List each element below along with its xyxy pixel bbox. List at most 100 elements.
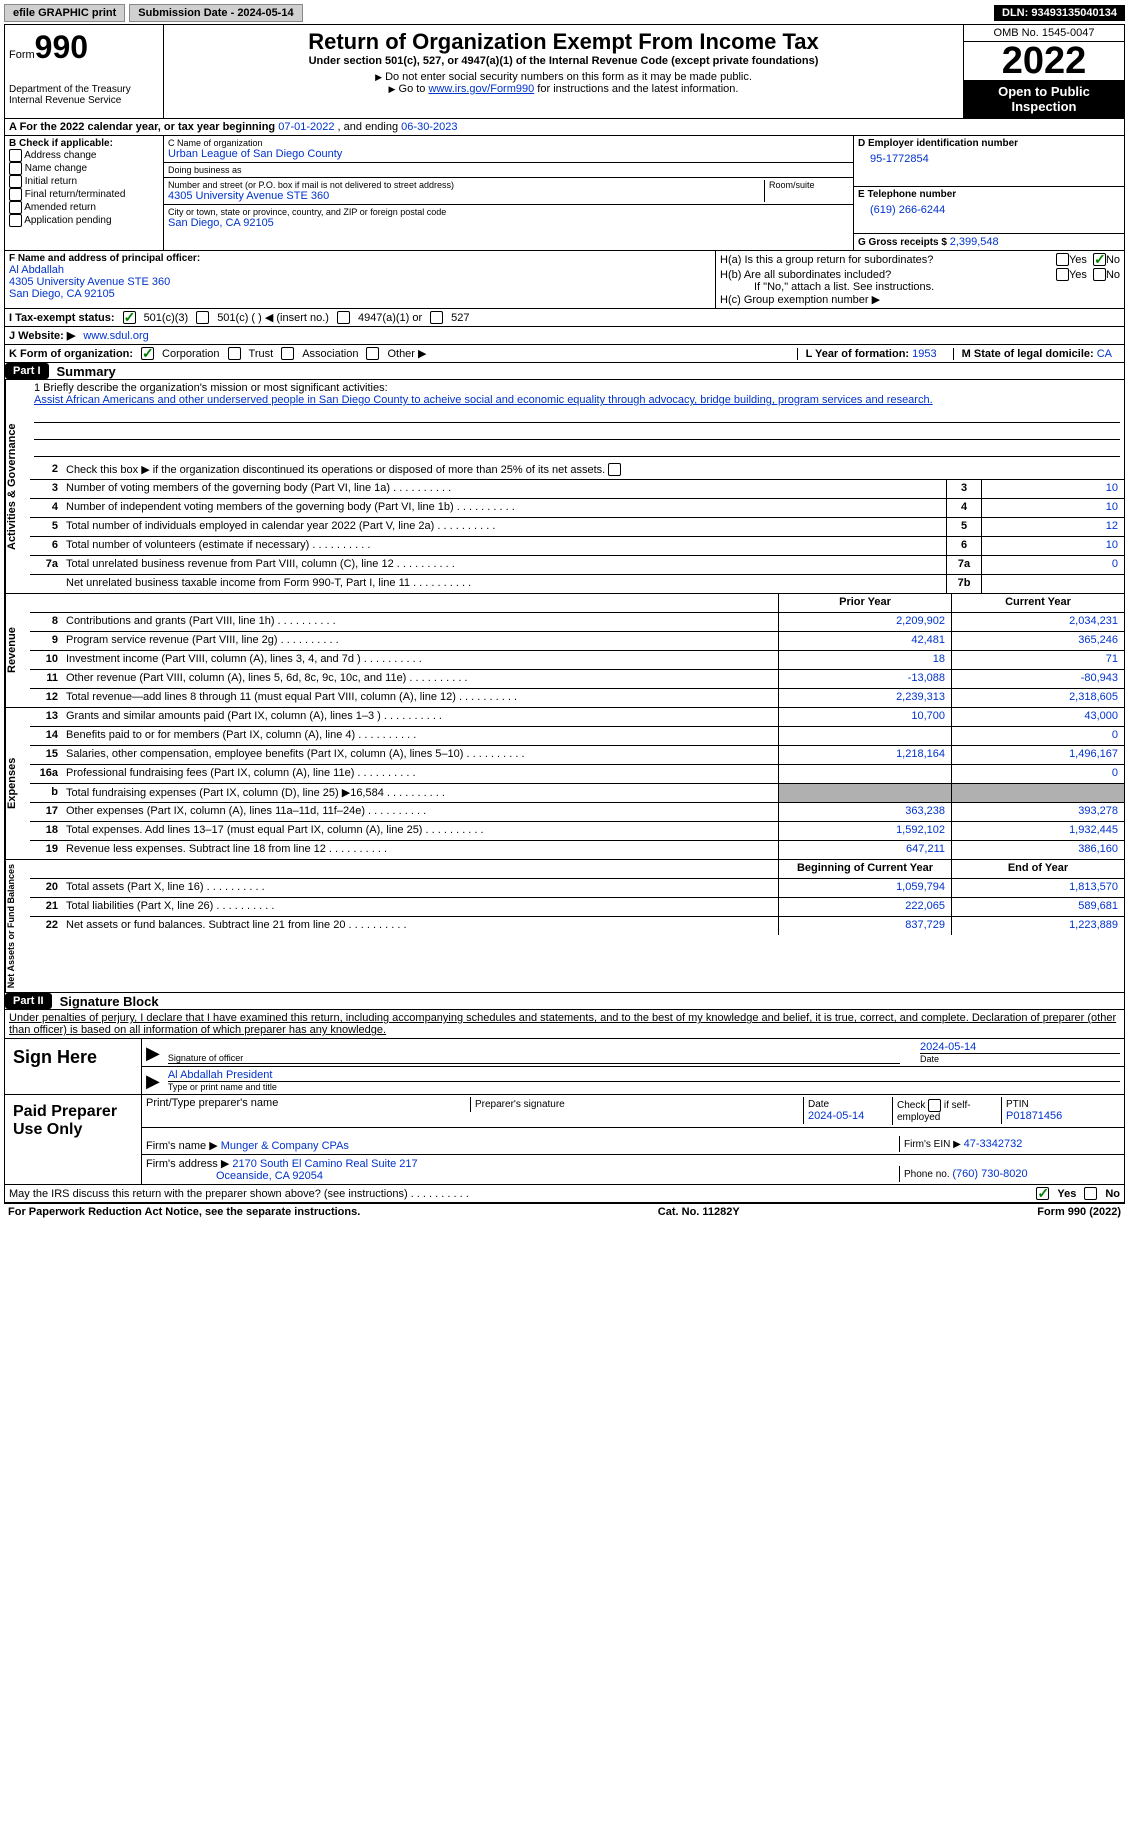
colb-checkbox[interactable] [9, 149, 22, 162]
501c-checkbox[interactable] [196, 311, 209, 324]
col-b: B Check if applicable: Address change Na… [5, 136, 164, 250]
efile-button[interactable]: efile GRAPHIC print [4, 4, 125, 22]
part-1-header: Part I Summary [4, 363, 1125, 380]
summary-row: 19Revenue less expenses. Subtract line 1… [30, 841, 1124, 859]
governance-side-label: Activities & Governance [5, 380, 30, 593]
self-employed-checkbox[interactable] [928, 1099, 941, 1112]
527-checkbox[interactable] [430, 311, 443, 324]
dba-label: Doing business as [168, 165, 849, 175]
street-label: Number and street (or P.O. box if mail i… [168, 180, 764, 190]
row-a-label: A For the 2022 calendar year, or tax yea… [9, 121, 278, 133]
row-klm: K Form of organization: Corporation Trus… [4, 345, 1125, 363]
assoc-checkbox[interactable] [281, 347, 294, 360]
colb-item: Name change [9, 162, 159, 175]
line-2-checkbox[interactable] [608, 463, 621, 476]
col-h: H(a) Is this a group return for subordin… [715, 251, 1124, 308]
colb-checkbox[interactable] [9, 175, 22, 188]
part-2-title: Signature Block [60, 994, 159, 1009]
signer-name-label: Type or print name and title [168, 1081, 1120, 1092]
col-f: F Name and address of principal officer:… [5, 251, 715, 308]
summary-row: bTotal fundraising expenses (Part IX, co… [30, 784, 1124, 803]
officer-addr2: San Diego, CA 92105 [9, 288, 711, 300]
sign-here-block: Sign Here ▶ Signature of officer 2024-05… [4, 1039, 1125, 1095]
ptin-value: P01871456 [1006, 1110, 1062, 1122]
colb-checkbox[interactable] [9, 214, 22, 227]
summary-row: 20Total assets (Part X, line 16)1,059,79… [30, 879, 1124, 898]
other-checkbox[interactable] [366, 347, 379, 360]
col-d: D Employer identification number 95-1772… [853, 136, 1124, 250]
org-name-label: C Name of organization [168, 138, 849, 148]
summary-row: 13Grants and similar amounts paid (Part … [30, 708, 1124, 727]
501c3-checkbox[interactable] [123, 311, 136, 324]
governance-section: Activities & Governance 1 Briefly descri… [4, 380, 1125, 594]
firm-addr1: 2170 South El Camino Real Suite 217 [232, 1158, 417, 1170]
row-i: I Tax-exempt status: 501(c)(3) 501(c) ( … [4, 308, 1125, 327]
expenses-side-label: Expenses [5, 708, 30, 859]
note-goto-a: Go to [399, 83, 429, 95]
submission-date-button[interactable]: Submission Date - 2024-05-14 [129, 4, 302, 22]
year-end: 06-30-2023 [401, 121, 457, 133]
col-c: C Name of organization Urban League of S… [164, 136, 853, 250]
ha-no-checkbox[interactable] [1093, 253, 1106, 266]
self-employed-label: Check if self-employed [892, 1097, 1001, 1125]
summary-row: 14Benefits paid to or for members (Part … [30, 727, 1124, 746]
form-number: 990 [35, 29, 88, 65]
summary-row: 7aTotal unrelated business revenue from … [30, 556, 1124, 575]
row-k-label: K Form of organization: [9, 348, 133, 360]
dln-label: DLN: 93493135040134 [994, 5, 1125, 21]
colb-checkbox[interactable] [9, 201, 22, 214]
summary-row: 11Other revenue (Part VIII, column (A), … [30, 670, 1124, 689]
prior-year-header: Prior Year [778, 594, 951, 612]
part-1-badge: Part I [5, 363, 49, 379]
ha-yes-checkbox[interactable] [1056, 253, 1069, 266]
hb-label: H(b) Are all subordinates included? [720, 269, 1056, 281]
row-j-label: J Website: ▶ [9, 329, 75, 342]
footer-left: For Paperwork Reduction Act Notice, see … [8, 1206, 360, 1218]
summary-row: 9Program service revenue (Part VIII, lin… [30, 632, 1124, 651]
row-i-label: I Tax-exempt status: [9, 312, 115, 324]
phone-value: (619) 266-6244 [858, 200, 1120, 216]
current-year-header: Current Year [951, 594, 1124, 612]
preparer-label: Paid Preparer Use Only [5, 1095, 141, 1184]
firm-name: Munger & Company CPAs [221, 1140, 349, 1152]
sig-officer-label: Signature of officer [168, 1053, 900, 1063]
phone-label: E Telephone number [858, 189, 1120, 200]
gross-value: 2,399,548 [950, 236, 999, 248]
dept-label: Department of the Treasury Internal Reve… [9, 84, 159, 106]
line-2-desc: Check this box ▶ if the organization dis… [62, 461, 1124, 479]
colb-item: Final return/terminated [9, 188, 159, 201]
hc-label: H(c) Group exemption number ▶ [720, 293, 1120, 306]
irs-link[interactable]: www.irs.gov/Form990 [428, 83, 534, 95]
hb-yes-checkbox[interactable] [1056, 268, 1069, 281]
mission-text: Assist African Americans and other under… [34, 394, 1120, 406]
row-j: J Website: ▶ www.sdul.org [4, 327, 1125, 345]
4947-checkbox[interactable] [337, 311, 350, 324]
end-year-header: End of Year [951, 860, 1124, 878]
part-1-title: Summary [57, 364, 116, 379]
part-2-badge: Part II [5, 993, 52, 1009]
hb-no-checkbox[interactable] [1093, 268, 1106, 281]
discuss-yes-checkbox[interactable] [1036, 1187, 1049, 1200]
city-value: San Diego, CA 92105 [168, 217, 849, 229]
summary-row: 10Investment income (Part VIII, column (… [30, 651, 1124, 670]
sign-date-label: Date [920, 1053, 1120, 1064]
preparer-block: Paid Preparer Use Only Print/Type prepar… [4, 1095, 1125, 1185]
colb-item: Initial return [9, 175, 159, 188]
corp-checkbox[interactable] [141, 347, 154, 360]
summary-row: 8Contributions and grants (Part VIII, li… [30, 613, 1124, 632]
colb-checkbox[interactable] [9, 188, 22, 201]
gross-label: G Gross receipts $ [858, 237, 950, 248]
hb-note: If "No," attach a list. See instructions… [720, 281, 1120, 293]
city-label: City or town, state or province, country… [168, 207, 849, 217]
note-ssn: Do not enter social security numbers on … [385, 71, 752, 83]
firm-addr2: Oceanside, CA 92054 [146, 1170, 899, 1182]
trust-checkbox[interactable] [228, 347, 241, 360]
website-value: www.sdul.org [83, 330, 148, 342]
revenue-section: Revenue Prior Year Current Year 8Contrib… [4, 594, 1125, 708]
colb-checkbox[interactable] [9, 162, 22, 175]
top-bar: efile GRAPHIC print Submission Date - 20… [4, 4, 1125, 22]
footer-mid: Cat. No. 11282Y [658, 1206, 740, 1218]
discuss-row: May the IRS discuss this return with the… [4, 1185, 1125, 1203]
discuss-no-checkbox[interactable] [1084, 1187, 1097, 1200]
officer-name: Al Abdallah [9, 264, 711, 276]
